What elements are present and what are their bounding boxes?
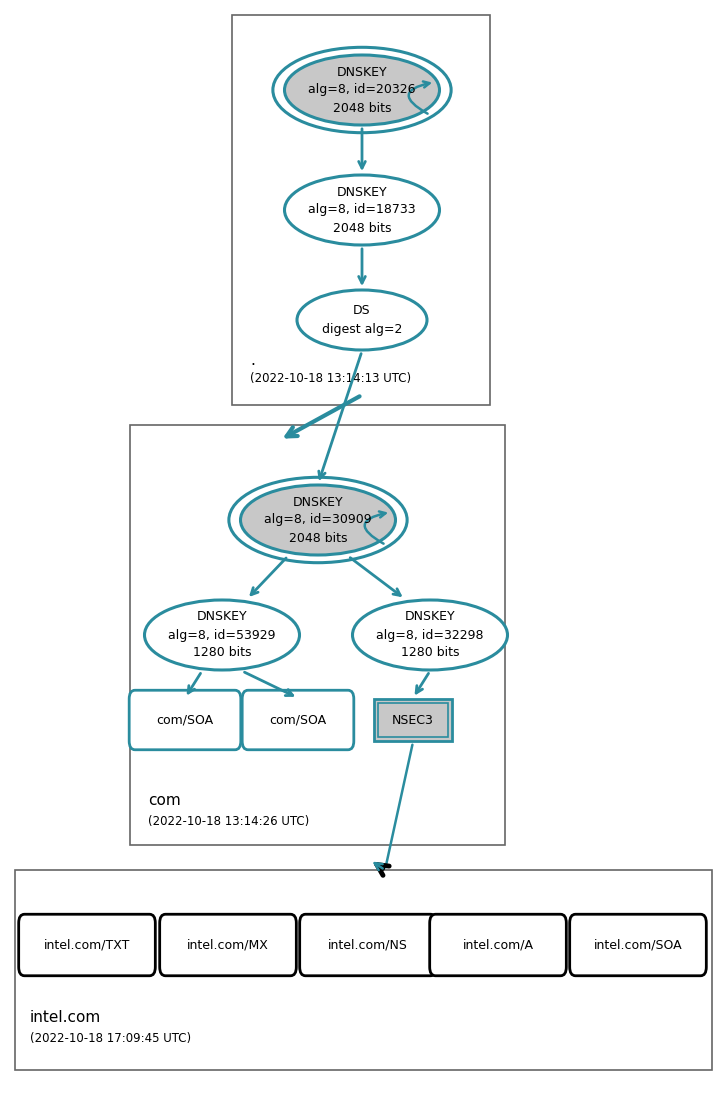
Ellipse shape <box>284 55 440 125</box>
Text: NSEC3: NSEC3 <box>392 713 434 726</box>
Text: intel.com/A: intel.com/A <box>462 939 534 952</box>
Bar <box>374 699 452 741</box>
Text: com/SOA: com/SOA <box>270 713 326 726</box>
FancyBboxPatch shape <box>129 690 241 749</box>
Bar <box>15 870 712 1070</box>
Ellipse shape <box>145 600 300 670</box>
Text: DNSKEY
alg=8, id=18733
2048 bits: DNSKEY alg=8, id=18733 2048 bits <box>308 186 416 234</box>
Text: intel.com/NS: intel.com/NS <box>328 939 408 952</box>
Text: DNSKEY
alg=8, id=53929
1280 bits: DNSKEY alg=8, id=53929 1280 bits <box>168 610 276 660</box>
Text: intel.com/SOA: intel.com/SOA <box>594 939 683 952</box>
FancyBboxPatch shape <box>570 915 707 976</box>
Text: DNSKEY
alg=8, id=20326
2048 bits: DNSKEY alg=8, id=20326 2048 bits <box>308 66 416 115</box>
Text: DNSKEY
alg=8, id=32298
1280 bits: DNSKEY alg=8, id=32298 1280 bits <box>377 610 483 660</box>
Text: intel.com/MX: intel.com/MX <box>187 939 269 952</box>
Text: (2022-10-18 13:14:26 UTC): (2022-10-18 13:14:26 UTC) <box>148 815 309 828</box>
Text: .: . <box>250 353 255 368</box>
FancyBboxPatch shape <box>19 915 156 976</box>
Text: DNSKEY
alg=8, id=30909
2048 bits: DNSKEY alg=8, id=30909 2048 bits <box>264 496 371 545</box>
Ellipse shape <box>241 485 395 555</box>
Bar <box>130 424 505 845</box>
Text: com: com <box>148 793 181 808</box>
Bar <box>232 15 490 405</box>
Text: intel.com/TXT: intel.com/TXT <box>44 939 130 952</box>
Text: com/SOA: com/SOA <box>156 713 214 726</box>
Ellipse shape <box>353 600 507 670</box>
Bar <box>378 703 448 737</box>
Text: DS
digest alg=2: DS digest alg=2 <box>322 304 402 336</box>
FancyBboxPatch shape <box>430 915 566 976</box>
FancyBboxPatch shape <box>242 690 354 749</box>
Text: (2022-10-18 17:09:45 UTC): (2022-10-18 17:09:45 UTC) <box>30 1032 191 1045</box>
Ellipse shape <box>297 290 427 350</box>
FancyBboxPatch shape <box>300 915 436 976</box>
Ellipse shape <box>284 175 440 245</box>
Text: intel.com: intel.com <box>30 1010 101 1025</box>
FancyBboxPatch shape <box>160 915 297 976</box>
Text: (2022-10-18 13:14:13 UTC): (2022-10-18 13:14:13 UTC) <box>250 372 411 385</box>
